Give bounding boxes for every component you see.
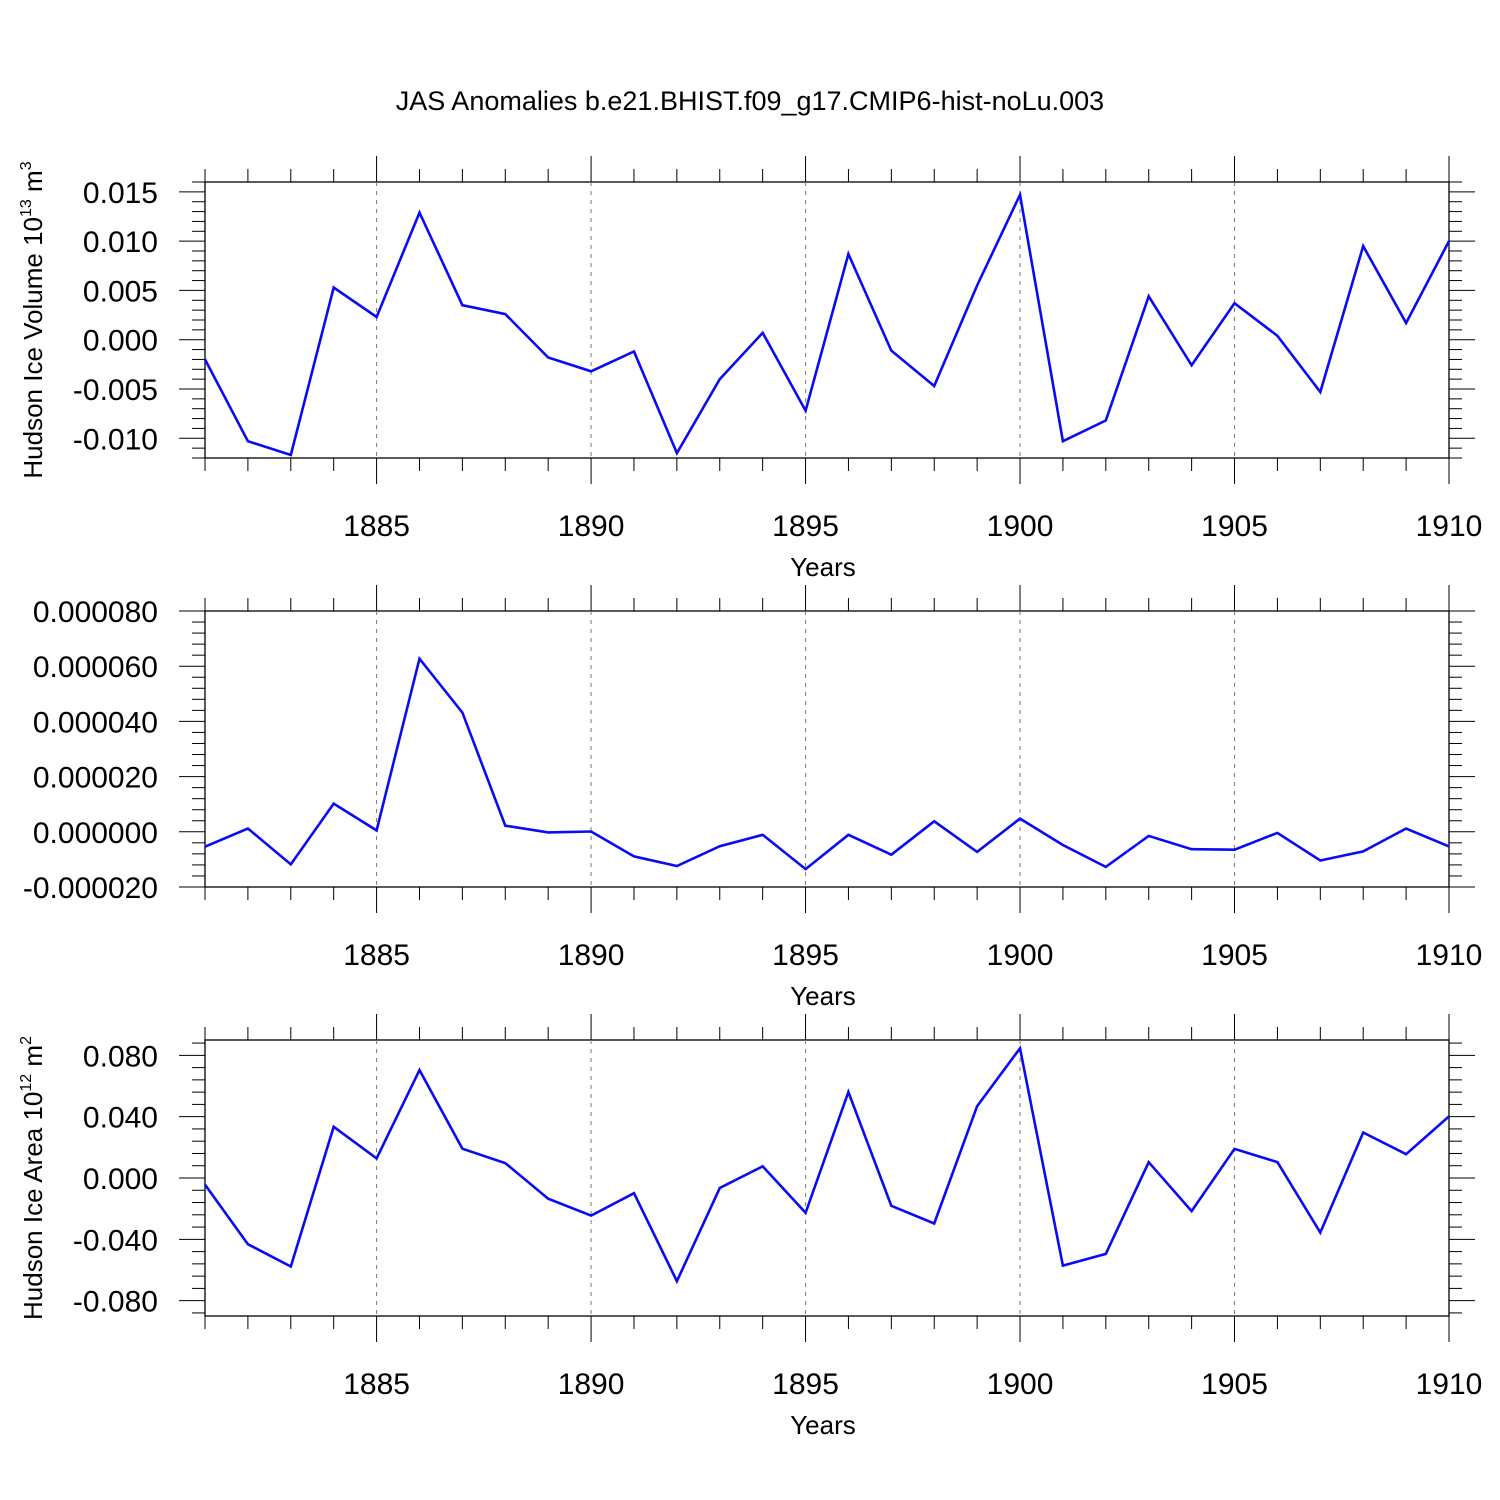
x-tick-label: 1910: [1416, 939, 1483, 972]
x-tick-label: 1900: [987, 510, 1054, 543]
x-tick-label: 1890: [558, 510, 625, 543]
y-tick-label: 0.000060: [33, 651, 158, 684]
plot-frame: [204, 1039, 1450, 1317]
chart-title: JAS Anomalies b.e21.BHIST.f09_g17.CMIP6-…: [396, 86, 1104, 116]
x-tick-label: 1895: [772, 1368, 839, 1401]
y-tick-label: 0.000: [83, 325, 158, 358]
series-line: [203, 1045, 1450, 1285]
y-tick-label: 0.040: [83, 1102, 158, 1135]
y-axis-title: Hudson Ice Volume 1013 m3: [18, 161, 48, 478]
x-tick-label: 1885: [343, 1368, 410, 1401]
x-tick-label: 1890: [558, 939, 625, 972]
x-tick-label: 1885: [343, 939, 410, 972]
y-tick-label: 0.080: [83, 1040, 158, 1073]
y-tick-label: -0.010: [73, 423, 158, 456]
y-tick-label: 0.000000: [33, 817, 158, 850]
chart-panels: 1885 1890 1895 1900 1905 1910 Years -0.010 -0.00…: [18, 156, 1482, 1440]
x-axis-title: Years: [790, 552, 856, 582]
plot-frame: [204, 610, 1450, 888]
y-axis-title: Hudson Ice Area 1012 m2: [18, 1036, 48, 1320]
y-tick-label: 0.000020: [33, 762, 158, 795]
x-tick-label: 1890: [558, 1368, 625, 1401]
x-tick-label: 1905: [1201, 1368, 1268, 1401]
y-tick-label: 0.000080: [33, 596, 158, 629]
series-line: [203, 190, 1451, 457]
panel-2: 1885 1890 1895 1900 1905 1910 Years -0.000020 0.…: [23, 585, 1483, 1011]
x-tick-label: 1905: [1201, 510, 1268, 543]
panel-3: 1885 1890 1895 1900 1905 1910 Years -0.080 -0.04…: [18, 1014, 1482, 1440]
x-tick-label: 1895: [772, 939, 839, 972]
plot-frame: [204, 181, 1450, 459]
x-tick-label: 1885: [343, 510, 410, 543]
x-tick-label: 1910: [1416, 510, 1483, 543]
x-tick-label: 1900: [987, 1368, 1054, 1401]
y-tick-label: -0.040: [73, 1224, 158, 1257]
panel-1: 1885 1890 1895 1900 1905 1910 Years -0.010 -0.00…: [18, 156, 1482, 582]
x-tick-label: 1895: [772, 510, 839, 543]
x-axis-title: Years: [790, 981, 856, 1011]
y-tick-label: -0.080: [73, 1286, 158, 1319]
y-tick-label: 0.000040: [33, 706, 158, 739]
y-tick-label: -0.000020: [23, 872, 158, 905]
x-tick-label: 1900: [987, 939, 1054, 972]
y-tick-label: 0.015: [83, 177, 158, 210]
y-tick-label: 0.005: [83, 275, 158, 308]
series-line: [204, 655, 1450, 871]
x-tick-label: 1910: [1416, 1368, 1483, 1401]
y-tick-label: 0.000: [83, 1163, 158, 1196]
y-tick-label: 0.010: [83, 226, 158, 259]
x-tick-label: 1905: [1201, 939, 1268, 972]
x-axis-title: Years: [790, 1410, 856, 1440]
y-tick-label: -0.005: [73, 374, 158, 407]
